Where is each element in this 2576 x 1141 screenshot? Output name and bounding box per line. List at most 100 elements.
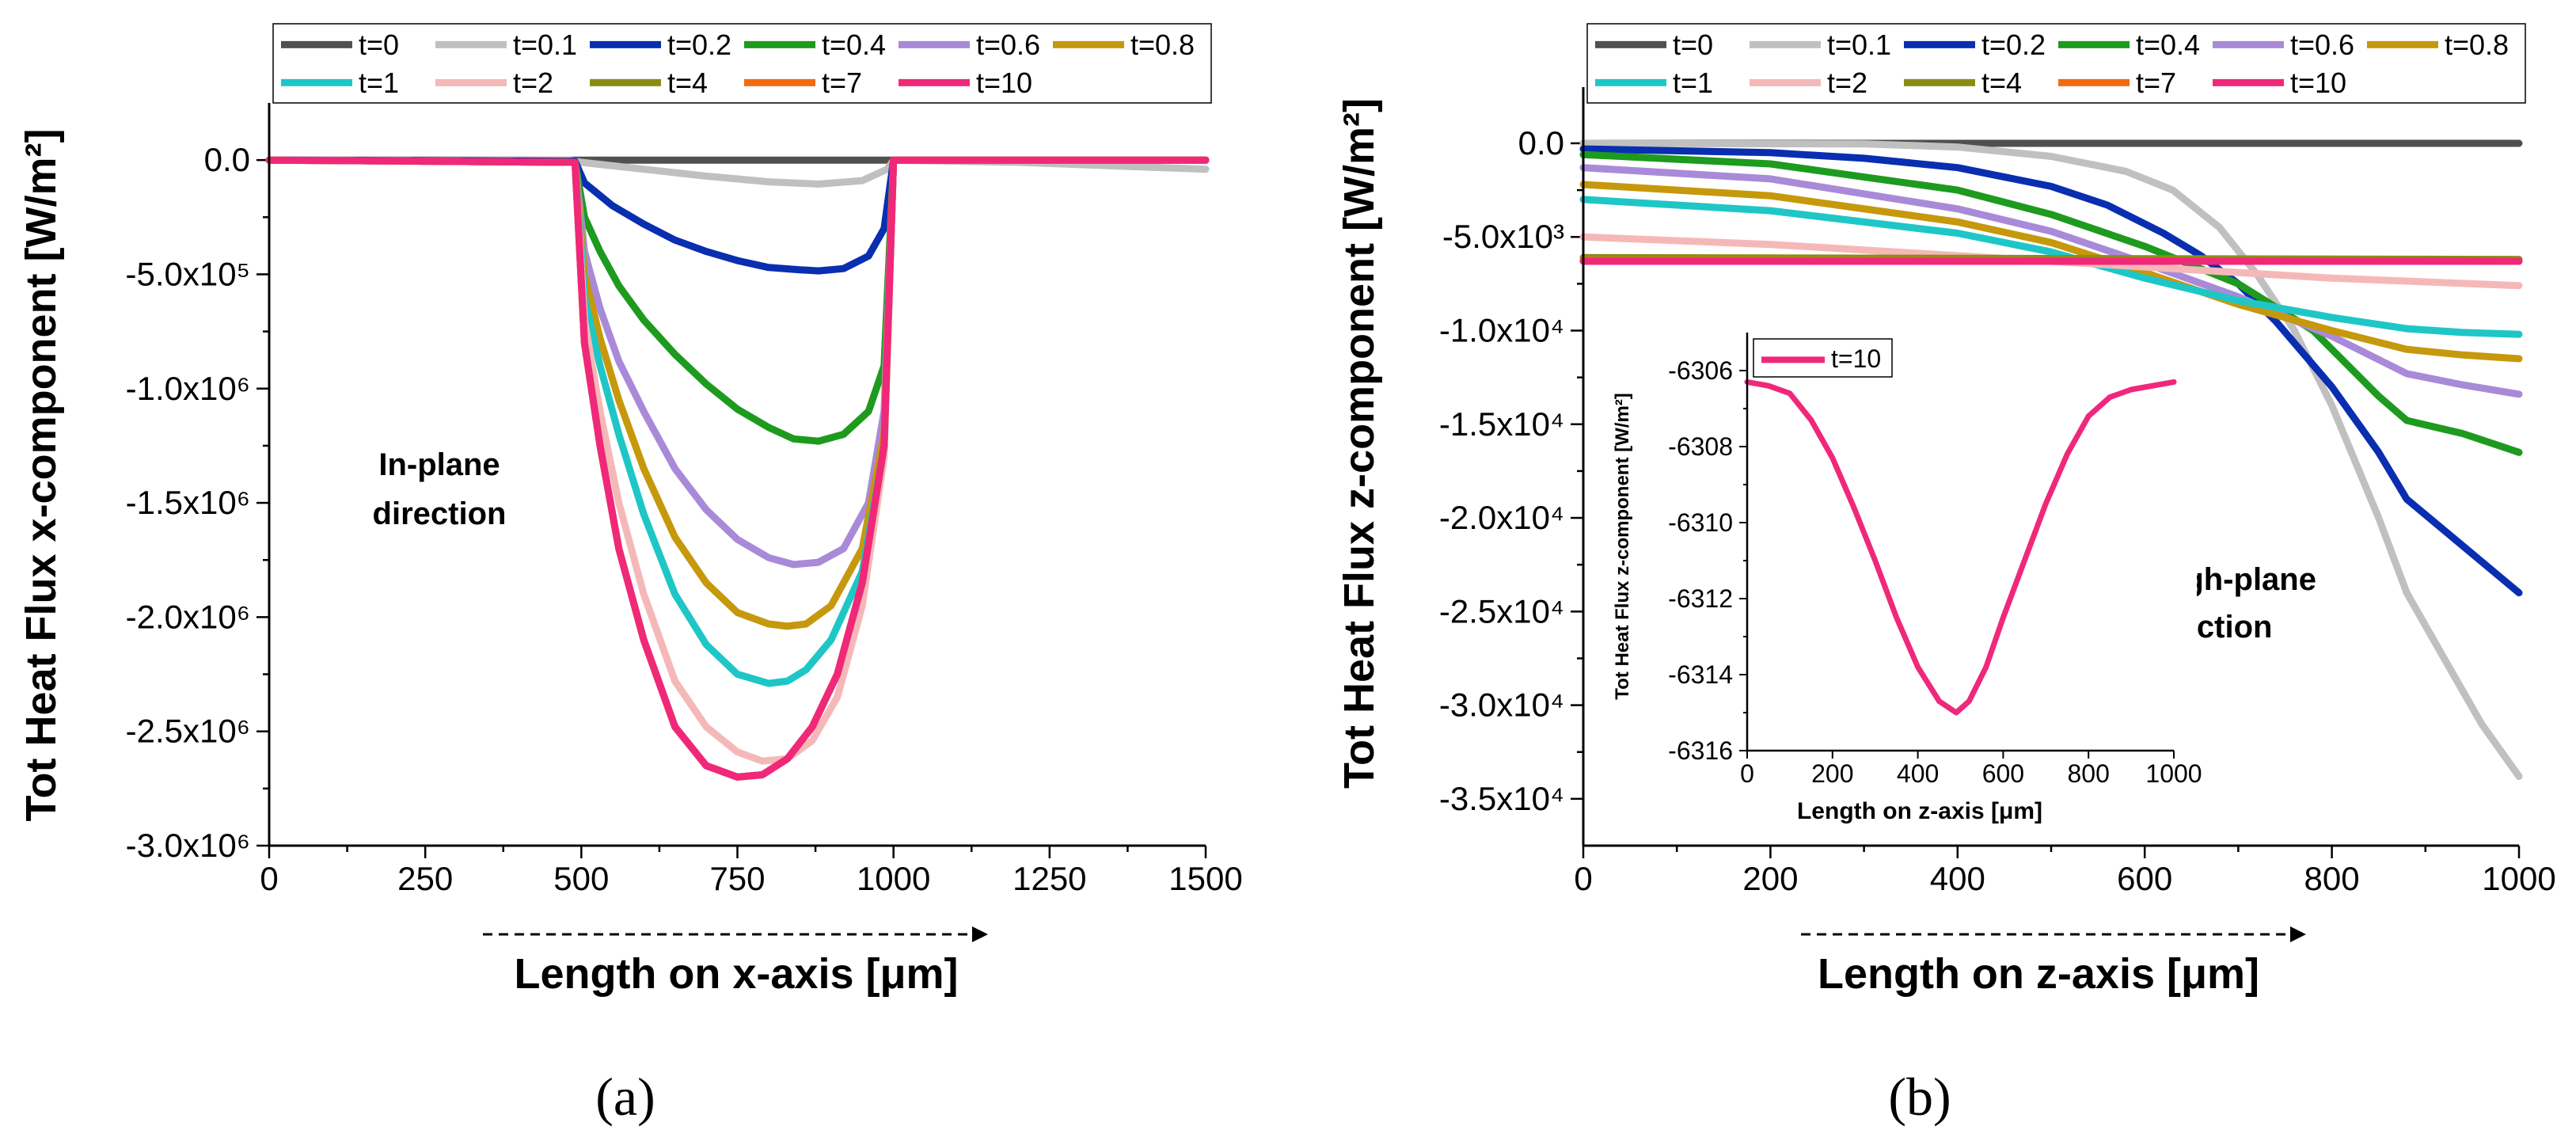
inset-y-axis-label: Tot Heat Flux z-component [W/m²]: [1612, 393, 1633, 700]
panel-b-axes: [1582, 87, 2519, 847]
a-series-t-0-4: [265, 156, 1210, 445]
i-x-tick-label: 600: [1982, 759, 2024, 788]
inset-legend: t=10: [1753, 338, 1893, 378]
panel-a-y-axis-label: Tot Heat Flux x-component [W/m²]: [17, 129, 65, 822]
a-legend-label-t-2: t=2: [513, 67, 553, 99]
a-series-t-0-8: [265, 156, 1210, 630]
panel-b-legend: t=0 t=0.1 t=0.2 t=0.4 t=0.6 t=0.8 t=1 t=2 t=4 t=7…: [1586, 23, 2526, 104]
panel-a-series: [265, 156, 1210, 781]
a-y-tick-label: -1.5x10⁶: [126, 484, 250, 521]
b-y-tick-label: -5.0x10³: [1442, 218, 1564, 255]
b-x-tick-label: 600: [2117, 860, 2172, 897]
a-x-tick-label: 1500: [1168, 860, 1242, 897]
i-x-tick-label: 400: [1897, 759, 1939, 788]
a-legend-label-t-10: t=10: [976, 67, 1032, 99]
a-y-tick-label: -5.0x10⁵: [126, 255, 251, 292]
b-legend-label-t-4: t=4: [1981, 67, 2022, 99]
i-x-tick-label: 1000: [2145, 759, 2202, 788]
b-legend-label-t-0-1: t=0.1: [1827, 29, 1891, 61]
panel-a-x-arrow-head: [972, 926, 988, 942]
a-legend-label-t-7: t=7: [822, 67, 862, 99]
inset-series: [1744, 378, 2177, 716]
panel-b-x-arrow-head: [2290, 926, 2306, 942]
b-y-tick-label: -2.0x10⁴: [1439, 499, 1564, 536]
i-y-tick-label: -6316: [1668, 736, 1733, 765]
a-legend-label-t-1: t=1: [359, 67, 399, 99]
a-x-tick-label: 1250: [1013, 860, 1086, 897]
b-y-tick-label: -1.0x10⁴: [1439, 312, 1564, 349]
b-legend-label-t-1: t=1: [1673, 67, 1713, 99]
i-x-tick-label: 200: [1811, 759, 1853, 788]
panel-b-inset: 0 200 400 600 800 1000 -6306 -6308 -6310 -6312 -63…: [1603, 331, 2202, 824]
b-legend-label-t-0-8: t=0.8: [2445, 29, 2509, 61]
a-y-tick-label: -1.0x10⁶: [126, 370, 250, 407]
a-y-tick-label: 0.0: [204, 141, 250, 178]
panel-b-label: (b): [1888, 1067, 1951, 1127]
b-legend-label-t-0-6: t=0.6: [2290, 29, 2354, 61]
panel-a-x-axis-label: Length on x-axis [μm]: [514, 950, 958, 998]
a-y-tick-label: -2.5x10⁶: [126, 713, 250, 750]
panel-a-chart: 0 250 500 750 1000 1250 1500 0.0 -5.0x10⁵ -1.0x10…: [17, 23, 1243, 1127]
panel-a-axes: [268, 103, 1206, 847]
a-legend-label-t-0-2: t=0.2: [667, 29, 731, 61]
b-x-tick-label: 0: [1574, 860, 1592, 897]
a-legend-label-t-0: t=0: [359, 29, 399, 61]
b-series-t-0-4: [1579, 150, 2523, 456]
panel-a-ticks: 0 250 500 750 1000 1250 1500 0.0 -5.0x10⁵ -1.0x10…: [126, 141, 1243, 897]
a-series-t-0-2: [265, 156, 1210, 275]
inset-axes: [1746, 333, 2174, 752]
a-x-tick-label: 0: [260, 860, 278, 897]
b-y-tick-label: 0.0: [1518, 124, 1564, 162]
i-series-t-10: [1744, 378, 2177, 716]
a-y-tick-label: -3.0x10⁶: [126, 827, 250, 864]
b-y-tick-label: -2.5x10⁴: [1439, 592, 1564, 629]
b-legend-label-t-0-4: t=0.4: [2136, 29, 2200, 61]
panel-b-x-axis-label: Length on z-axis [μm]: [1818, 950, 2259, 998]
panel-b-y-axis-label: Tot Heat Flux z-component [W/m²]: [1335, 98, 1383, 789]
i-legend-label-t-10: t=10: [1831, 344, 1881, 373]
a-y-tick-label: -2.0x10⁶: [126, 598, 250, 635]
b-legend-label-t-0: t=0: [1673, 29, 1713, 61]
b-x-tick-label: 200: [1742, 860, 1798, 897]
panel-a-annotation-line-2: direction: [373, 496, 507, 531]
b-legend-label-t-10: t=10: [2290, 67, 2346, 99]
i-y-tick-label: -6308: [1668, 432, 1733, 461]
b-legend-label-t-7: t=7: [2136, 67, 2176, 99]
a-series-t-1: [265, 156, 1210, 687]
panel-a-label: (a): [595, 1067, 655, 1127]
panel-b-chart: 0 200 400 600 800 1000 0.0 -5.0x10³ -1.0x10⁴ -1.5…: [1335, 23, 2556, 1127]
panel-a-annotation-line-1: In-plane: [378, 447, 500, 482]
i-y-tick-label: -6314: [1668, 660, 1733, 689]
a-x-tick-label: 750: [709, 860, 765, 897]
a-series-t-10: [265, 156, 1210, 781]
inset-ticks: 0 200 400 600 800 1000 -6306 -6308 -6310 -6312 -63…: [1668, 356, 2202, 788]
b-legend-label-t-2: t=2: [1827, 67, 1867, 99]
b-y-tick-label: -3.0x10⁴: [1439, 687, 1564, 724]
a-legend-label-t-4: t=4: [667, 67, 708, 99]
a-legend-label-t-0-1: t=0.1: [513, 29, 577, 61]
b-x-tick-label: 800: [2304, 860, 2360, 897]
panel-b-ticks: 0 200 400 600 800 1000 0.0 -5.0x10³ -1.0x10⁴ -1.5…: [1439, 124, 2556, 897]
b-y-tick-label: -3.5x10⁴: [1439, 780, 1564, 817]
a-x-tick-label: 500: [553, 860, 609, 897]
i-x-tick-label: 800: [2068, 759, 2110, 788]
i-y-tick-label: -6312: [1668, 584, 1733, 613]
b-series-t-1: [1579, 196, 2523, 338]
i-y-tick-label: -6310: [1668, 508, 1733, 537]
i-y-tick-label: -6306: [1668, 356, 1733, 385]
a-x-tick-label: 250: [397, 860, 453, 897]
a-legend-label-t-0-4: t=0.4: [822, 29, 886, 61]
inset-x-axis-label: Length on z-axis [μm]: [1797, 798, 2042, 824]
b-x-tick-label: 400: [1930, 860, 1985, 897]
b-legend-frame: [1586, 23, 2526, 104]
b-x-tick-label: 1000: [2482, 860, 2555, 897]
panel-b-series: [1579, 139, 2523, 780]
b-series-t-0-6: [1579, 164, 2523, 398]
a-legend-label-t-0-6: t=0.6: [976, 29, 1040, 61]
a-x-tick-label: 1000: [857, 860, 930, 897]
i-x-tick-label: 0: [1740, 759, 1754, 788]
a-legend-label-t-0-8: t=0.8: [1130, 29, 1195, 61]
a-legend-frame: [272, 23, 1212, 104]
b-legend-label-t-0-2: t=0.2: [1981, 29, 2046, 61]
